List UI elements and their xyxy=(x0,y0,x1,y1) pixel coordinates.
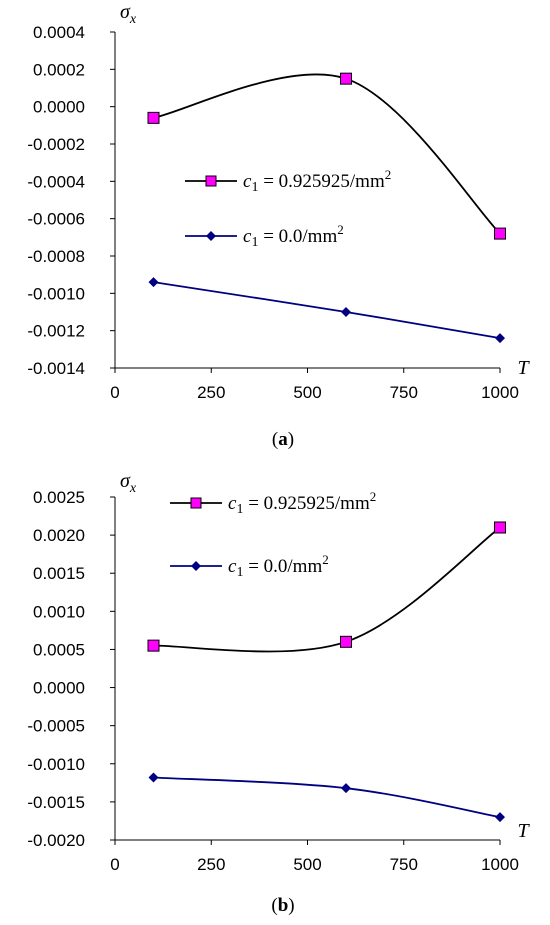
legend-label-prefix: c xyxy=(243,226,252,247)
data-point-square xyxy=(147,639,160,652)
y-tick-label: -0.0008 xyxy=(27,247,85,266)
x-axis-label: T xyxy=(517,357,530,379)
legend-label-sub: 1 xyxy=(251,235,258,250)
y-tick-label: 0.0015 xyxy=(33,564,85,583)
series-line-c1-0925925 xyxy=(153,526,501,653)
legend-label-value: = 0.0/mm xyxy=(258,226,337,247)
series-line-c1-0925925 xyxy=(153,73,501,235)
legend-label: c1 = 0.925925/mm2 xyxy=(228,489,376,517)
data-point-square xyxy=(494,521,506,534)
x-tick-label: 0 xyxy=(110,383,119,402)
y-tick-label: 0.0020 xyxy=(33,526,85,545)
data-point-diamond xyxy=(341,307,351,317)
panel-letter: a xyxy=(278,429,288,450)
y-axis-label-symbol: σ xyxy=(120,470,131,492)
panel-label: (b) xyxy=(271,895,294,916)
legend-label-sub: 1 xyxy=(236,565,243,580)
x-tick-label: 500 xyxy=(293,383,321,402)
legend-label-prefix: c xyxy=(243,171,252,192)
legend-label-value: = 0.0/mm xyxy=(243,556,322,577)
x-tick-label: 1000 xyxy=(481,855,519,874)
x-tick-label: 1000 xyxy=(481,383,519,402)
data-point-diamond xyxy=(148,277,159,288)
legend-marker-square xyxy=(190,497,202,509)
legend-label-value: = 0.925925/mm xyxy=(243,493,370,514)
panel-letter: b xyxy=(278,895,289,916)
y-axis-label-sub: x xyxy=(129,481,137,496)
y-tick-label: 0.0004 xyxy=(33,23,85,42)
data-point-square xyxy=(340,72,352,85)
x-axis-label: T xyxy=(517,820,530,842)
chart-panel-b: 0.0025 0.0020 0.0015 0.0010 0.0005 0.0000 -0.0… xyxy=(27,470,530,916)
y-tick-label: 0.0005 xyxy=(33,640,85,659)
y-tick-label: 0.0025 xyxy=(33,488,85,507)
y-tick-label: -0.0004 xyxy=(27,172,85,191)
x-tick-label: 250 xyxy=(197,855,225,874)
data-point-square xyxy=(340,635,352,648)
y-tick-label: -0.0015 xyxy=(27,793,85,812)
x-tick-label: 500 xyxy=(293,855,321,874)
legend-label: c1 = 0.0/mm2 xyxy=(228,552,329,580)
x-tick-label: 750 xyxy=(390,383,418,402)
y-tick-label: -0.0005 xyxy=(27,717,85,736)
y-axis-label-sub: x xyxy=(129,12,137,27)
series-line-c1-0 xyxy=(153,776,501,819)
legend-label-value: = 0.925925/mm xyxy=(258,171,385,192)
panel-label: (a) xyxy=(272,429,294,450)
legend-label-sup: 2 xyxy=(385,167,392,182)
legend-marker-diamond xyxy=(191,561,201,571)
data-point-diamond xyxy=(495,333,505,344)
legend-label-prefix: c xyxy=(228,556,237,577)
y-tick-label: -0.0010 xyxy=(27,284,85,303)
legend-label-sub: 1 xyxy=(236,502,243,517)
legend-label-sup: 2 xyxy=(322,552,329,567)
y-tick-label: 0.0000 xyxy=(33,679,85,698)
y-tick-label: -0.0002 xyxy=(27,135,85,154)
data-point-diamond xyxy=(341,783,351,794)
y-tick-label: -0.0010 xyxy=(27,755,85,774)
legend-marker-square xyxy=(205,175,217,187)
y-axis-label: σx xyxy=(120,1,137,27)
legend-label: c1 = 0.0/mm2 xyxy=(243,222,344,250)
y-tick-label: 0.0000 xyxy=(33,98,85,117)
x-tick-label: 750 xyxy=(390,855,418,874)
y-axis-label-symbol: σ xyxy=(120,1,131,23)
y-tick-label: 0.0002 xyxy=(33,60,85,79)
series-line-c1-0 xyxy=(153,281,501,340)
data-point-diamond xyxy=(495,812,505,823)
data-point-square xyxy=(494,227,506,240)
legend-label-sub: 1 xyxy=(251,180,258,195)
data-point-diamond xyxy=(148,772,159,783)
y-axis-label: σx xyxy=(120,470,137,496)
legend-label-sup: 2 xyxy=(370,489,377,504)
y-tick-label: 0.0010 xyxy=(33,602,85,621)
legend-label-prefix: c xyxy=(228,493,237,514)
chart-panel-a: 0.0004 0.0002 0.0000 -0.0002 -0.0004 -0.0006 -… xyxy=(27,1,530,450)
data-point-square xyxy=(147,111,160,124)
y-tick-label: -0.0014 xyxy=(27,359,85,378)
x-tick-label: 250 xyxy=(197,383,225,402)
y-tick-label: -0.0006 xyxy=(27,210,85,229)
legend-label: c1 = 0.925925/mm2 xyxy=(243,167,391,195)
y-tick-label: -0.0012 xyxy=(27,322,85,341)
x-tick-label: 0 xyxy=(110,855,119,874)
legend-label-sup: 2 xyxy=(337,222,344,237)
legend-marker-diamond xyxy=(206,231,216,241)
y-tick-label: -0.0020 xyxy=(27,831,85,850)
